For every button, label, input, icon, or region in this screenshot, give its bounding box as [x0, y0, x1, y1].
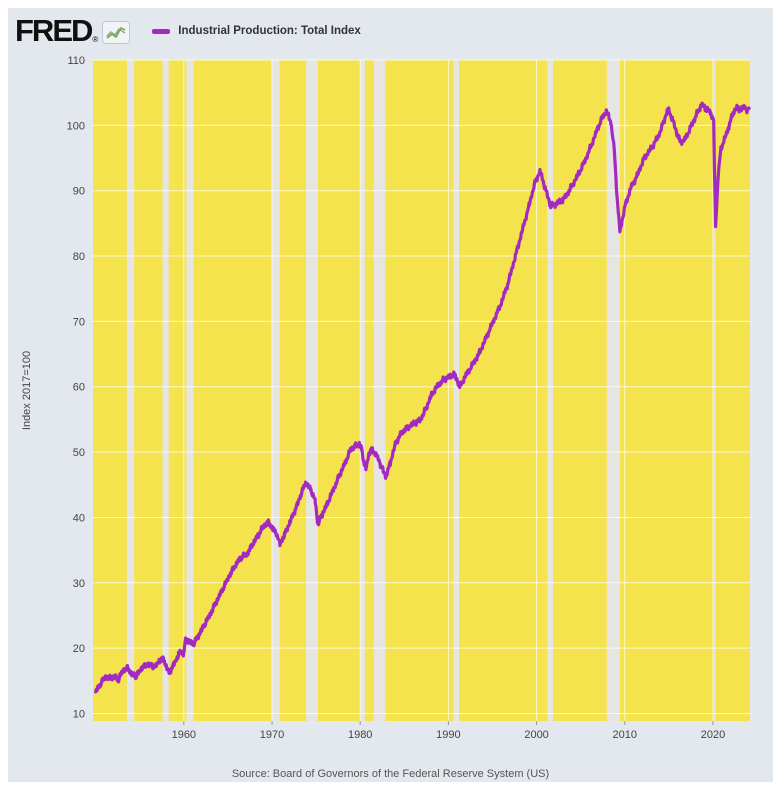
recession-band [271, 60, 280, 721]
recession-band [714, 60, 716, 721]
recession-band [360, 60, 365, 721]
y-axis-tick-label: 90 [73, 186, 85, 198]
plot-svg: 10 20 30 40 50 60 70 80 90 100 110 1960 1970 1980 1990… [21, 55, 751, 741]
x-axis-tick-label: 1990 [436, 729, 460, 741]
recession-band [606, 60, 621, 721]
fred-logo[interactable]: FRED ® [15, 13, 131, 48]
registered-trademark: ® [92, 35, 99, 44]
recession-band [306, 60, 318, 721]
y-axis-tick-label: 40 [73, 512, 85, 524]
data-line [94, 101, 751, 694]
recession-band [162, 60, 169, 721]
y-axis-tick-label: 10 [73, 708, 85, 720]
chart-canvas: FRED ® Industrial Production: Total Inde… [8, 8, 773, 782]
recession-band [126, 60, 135, 721]
y-axis-tick-label: 30 [73, 578, 85, 590]
y-axis-tick-label: 50 [73, 447, 85, 459]
y-axis-tick-label: 100 [67, 120, 85, 132]
x-axis-tick-label: 2010 [613, 729, 637, 741]
y-axis-tick-label: 70 [73, 316, 85, 328]
recession-band [186, 60, 194, 721]
fred-logo-text: FRED [15, 13, 93, 48]
x-axis-tick-label: 1970 [260, 729, 284, 741]
chart-header: FRED ® Industrial Production: Total Inde… [15, 14, 361, 48]
y-axis-tick-label: 60 [73, 382, 85, 394]
recession-band [453, 60, 460, 721]
x-axis-tick-label: 1960 [172, 729, 196, 741]
x-axis-tick-label: 2020 [701, 729, 725, 741]
line-chart-icon [102, 21, 131, 44]
recession-band [373, 60, 386, 721]
legend: Industrial Production: Total Index [152, 25, 361, 37]
recession-band [547, 60, 554, 721]
y-axis-tick-label: 80 [73, 251, 85, 263]
y-axis-tick-label: 20 [73, 643, 85, 655]
x-axis-tick-label: 1980 [348, 729, 372, 741]
y-axis-tick-label: 110 [67, 55, 85, 67]
y-axis-title: Index 2017=100 [21, 351, 33, 430]
legend-label: Industrial Production: Total Index [178, 25, 361, 37]
x-axis-tick-label: 2000 [524, 729, 548, 741]
source-text: Source: Board of Governors of the Federa… [231, 768, 550, 780]
legend-swatch [152, 28, 171, 34]
